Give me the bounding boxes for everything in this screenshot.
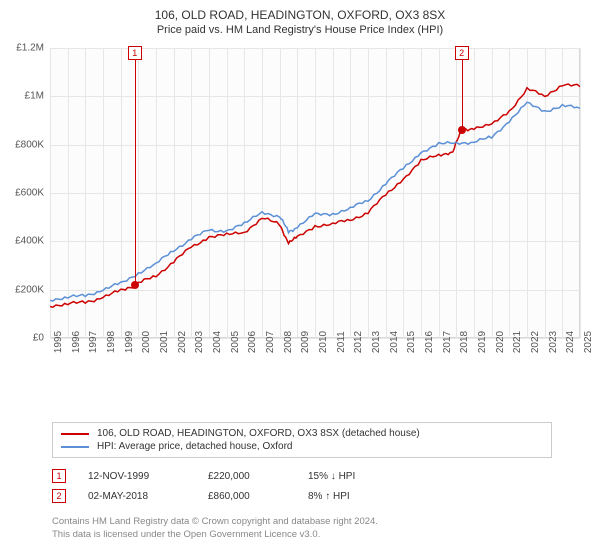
- y-axis-label: £800K: [0, 139, 44, 150]
- chart-title: 106, OLD ROAD, HEADINGTON, OXFORD, OX3 8…: [0, 0, 600, 22]
- marker-box: 1: [128, 46, 142, 60]
- event-diff: 8% ↑ HPI: [308, 491, 428, 502]
- footer: Contains HM Land Registry data © Crown c…: [52, 516, 562, 542]
- chart-area: £0£200K£400K£600K£800K£1M£1.2M1995199619…: [50, 48, 580, 378]
- marker-dot: [458, 126, 466, 134]
- events-table: 1 12-NOV-1999 £220,000 15% ↓ HPI 2 02-MA…: [52, 466, 552, 506]
- chart-lines: [50, 48, 580, 338]
- event-row: 1 12-NOV-1999 £220,000 15% ↓ HPI: [52, 466, 552, 486]
- y-axis-label: £200K: [0, 284, 44, 295]
- y-axis-label: £0: [0, 333, 44, 344]
- gridline: [580, 48, 581, 338]
- x-axis-label: 2025: [583, 331, 594, 353]
- event-price: £860,000: [208, 491, 308, 502]
- event-row: 2 02-MAY-2018 £860,000 8% ↑ HPI: [52, 486, 552, 506]
- event-date: 12-NOV-1999: [88, 471, 208, 482]
- marker-box: 2: [455, 46, 469, 60]
- legend-swatch: [61, 433, 89, 435]
- event-price: £220,000: [208, 471, 308, 482]
- chart-subtitle: Price paid vs. HM Land Registry's House …: [0, 22, 600, 36]
- y-axis-label: £400K: [0, 236, 44, 247]
- event-date: 02-MAY-2018: [88, 491, 208, 502]
- event-diff: 15% ↓ HPI: [308, 471, 428, 482]
- legend-swatch: [61, 446, 89, 448]
- event-marker-icon: 2: [52, 489, 66, 503]
- marker-line: [135, 48, 136, 285]
- legend: 106, OLD ROAD, HEADINGTON, OXFORD, OX3 8…: [52, 422, 552, 458]
- series-line-price_paid: [50, 84, 580, 307]
- y-axis-label: £1M: [0, 91, 44, 102]
- legend-item: HPI: Average price, detached house, Oxfo…: [61, 440, 543, 453]
- event-marker-icon: 1: [52, 469, 66, 483]
- y-axis-label: £1.2M: [0, 43, 44, 54]
- marker-line: [462, 48, 463, 130]
- legend-label: HPI: Average price, detached house, Oxfo…: [97, 441, 293, 452]
- series-line-hpi: [50, 102, 580, 301]
- legend-label: 106, OLD ROAD, HEADINGTON, OXFORD, OX3 8…: [97, 428, 420, 439]
- footer-line: This data is licensed under the Open Gov…: [52, 529, 562, 542]
- marker-dot: [131, 281, 139, 289]
- footer-line: Contains HM Land Registry data © Crown c…: [52, 516, 562, 529]
- y-axis-label: £600K: [0, 188, 44, 199]
- legend-item: 106, OLD ROAD, HEADINGTON, OXFORD, OX3 8…: [61, 427, 543, 440]
